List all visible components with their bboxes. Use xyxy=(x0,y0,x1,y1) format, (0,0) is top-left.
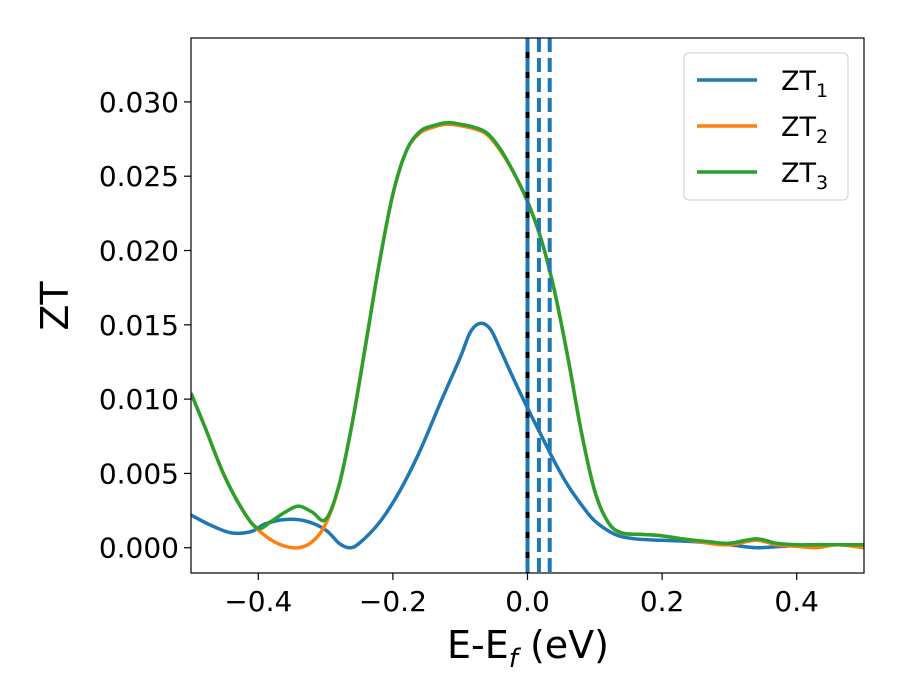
legend-label-zt1: ZT1 xyxy=(781,66,828,102)
legend-frame xyxy=(683,52,849,201)
legend: ZT1 ZT2 ZT3 xyxy=(683,52,849,201)
series-line-zt3 xyxy=(191,120,864,547)
y-axis-ticks: 0.000 0.005 0.010 0.015 0.020 0.025 0.030 xyxy=(99,86,191,565)
y-tick-label: 0.005 xyxy=(99,457,179,490)
x-tick-label: −0.2 xyxy=(359,585,427,618)
y-tick-label: 0.015 xyxy=(99,309,179,342)
x-tick-label: 0.4 xyxy=(774,585,819,618)
x-tick-label: 0.0 xyxy=(505,585,550,618)
vertical-lines-layer xyxy=(525,38,552,573)
x-tick-label: 0.2 xyxy=(640,585,685,618)
y-tick-label: 0.025 xyxy=(99,160,179,193)
legend-label-zt3: ZT3 xyxy=(781,158,828,194)
y-tick-label: 0.020 xyxy=(99,235,179,268)
y-axis-label: ZT xyxy=(33,281,77,331)
series-layer xyxy=(191,120,864,550)
x-axis-ticks: −0.4 −0.2 0.0 0.2 0.4 xyxy=(224,573,819,618)
x-axis-label-suffix: (eV) xyxy=(518,623,609,667)
legend-label-zt2: ZT2 xyxy=(781,112,828,148)
x-axis-label: E-Ef (eV) xyxy=(447,623,609,674)
y-tick-label: 0.030 xyxy=(99,86,179,119)
y-tick-label: 0.000 xyxy=(99,532,179,565)
y-tick-label: 0.010 xyxy=(99,383,179,416)
x-tick-label: −0.4 xyxy=(224,585,292,618)
